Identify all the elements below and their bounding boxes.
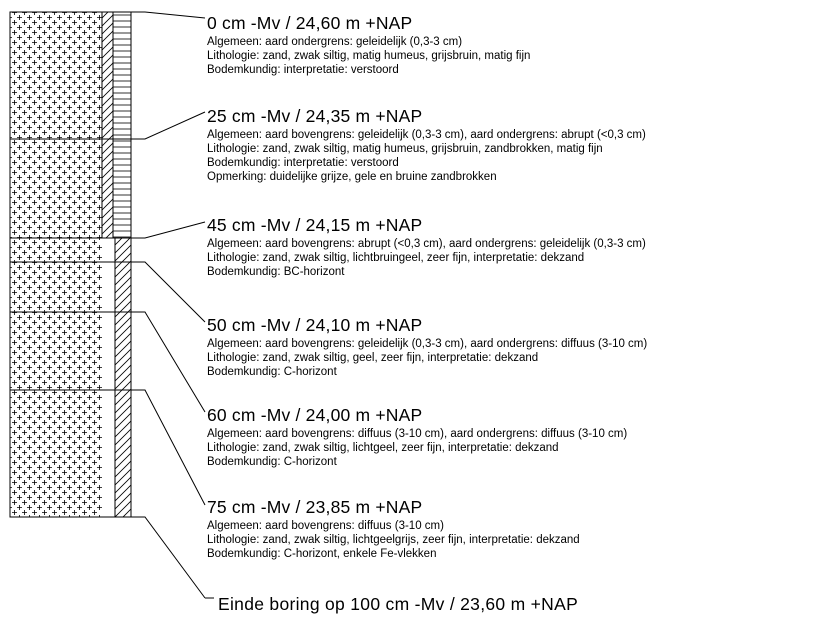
leader-line bbox=[131, 221, 206, 239]
leader-line bbox=[131, 11, 206, 19]
disturbed-band bbox=[101, 11, 114, 239]
layer-header: 45 cm -Mv / 24,15 m +NAP bbox=[207, 215, 423, 235]
layer-detail-line: Opmerking: duidelijke grijze, gele en br… bbox=[207, 171, 497, 183]
layer-detail-line: Lithologie: zand, zwak siltig, lichtgeel… bbox=[207, 442, 559, 454]
layer-block-4: 60 cm -Mv / 24,00 m +NAP Algemeen: aard … bbox=[207, 405, 832, 469]
humus-band bbox=[112, 11, 132, 239]
layer-detail-line: Algemeen: aard bovengrens: diffuus (3-10… bbox=[207, 428, 628, 440]
layer-header: 60 cm -Mv / 24,00 m +NAP bbox=[207, 405, 423, 425]
layer-block-3: 50 cm -Mv / 24,10 m +NAP Algemeen: aard … bbox=[207, 315, 832, 379]
sand-texture bbox=[10, 12, 102, 517]
layer-detail-line: Algemeen: aard bovengrens: diffuus (3-10… bbox=[207, 520, 444, 532]
layer-detail-line: Algemeen: aard ondergrens: geleidelijk (… bbox=[207, 36, 463, 48]
layer-block-2: 45 cm -Mv / 24,15 m +NAP Algemeen: aard … bbox=[207, 215, 832, 279]
layer-header: 0 cm -Mv / 24,60 m +NAP bbox=[207, 13, 413, 33]
layer-block-0: 0 cm -Mv / 24,60 m +NAP Algemeen: aard o… bbox=[207, 13, 832, 77]
layer-detail-line: Algemeen: aard bovengrens: geleidelijk (… bbox=[207, 338, 648, 350]
layer-detail-line: Lithologie: zand, zwak siltig, matig hum… bbox=[207, 50, 531, 62]
leader-line bbox=[131, 516, 206, 599]
end-of-boring-label: Einde boring op 100 cm -Mv / 23,60 m +NA… bbox=[218, 594, 579, 614]
layer-detail-line: Algemeen: aard bovengrens: abrupt (<0,3 … bbox=[207, 238, 646, 250]
layer-detail-line: Lithologie: zand, zwak siltig, geel, zee… bbox=[207, 352, 539, 364]
layer-detail-line: Lithologie: zand, zwak siltig, lichtbrui… bbox=[207, 252, 585, 264]
leader-line bbox=[131, 389, 206, 506]
leader-line bbox=[131, 261, 206, 323]
layer-detail-line: Bodemkundig: C-horizont bbox=[207, 366, 337, 378]
layer-detail-line: Lithologie: zand, zwak siltig, matig hum… bbox=[207, 143, 603, 155]
layer-header: 75 cm -Mv / 23,85 m +NAP bbox=[207, 497, 423, 517]
layer-detail-line: Bodemkundig: C-horizont bbox=[207, 456, 337, 468]
layer-detail-line: Bodemkundig: interpretatie: verstoord bbox=[207, 64, 399, 76]
leader-line bbox=[131, 311, 206, 413]
layer-block-1: 25 cm -Mv / 24,35 m +NAP Algemeen: aard … bbox=[207, 106, 832, 184]
layer-header: 50 cm -Mv / 24,10 m +NAP bbox=[207, 315, 423, 335]
layer-detail-line: Bodemkundig: interpretatie: verstoord bbox=[207, 157, 399, 169]
layer-block-5: 75 cm -Mv / 23,85 m +NAP Algemeen: aard … bbox=[207, 497, 832, 561]
layer-detail-line: Algemeen: aard bovengrens: geleidelijk (… bbox=[207, 129, 646, 141]
leader-line bbox=[131, 111, 206, 140]
layer-header: 25 cm -Mv / 24,35 m +NAP bbox=[207, 106, 423, 126]
silt-band bbox=[114, 237, 132, 518]
layer-detail-line: Bodemkundig: BC-horizont bbox=[207, 266, 345, 278]
layer-detail-line: Lithologie: zand, zwak siltig, lichtgeel… bbox=[207, 534, 580, 546]
layer-detail-line: Bodemkundig: C-horizont, enkele Fe-vlekk… bbox=[207, 548, 437, 560]
